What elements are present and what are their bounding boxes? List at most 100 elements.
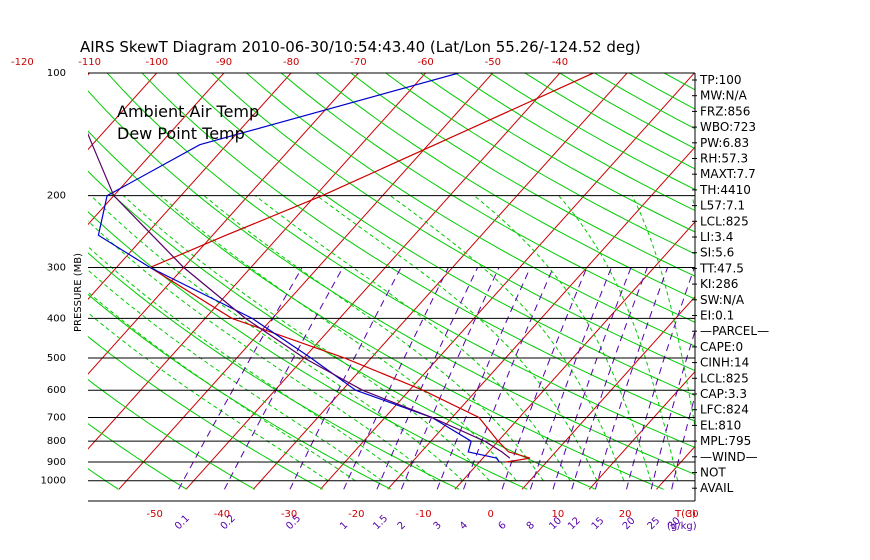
- mixing-ratio-label: 25: [646, 515, 663, 532]
- dry-adiabat-line: [88, 90, 695, 476]
- mixing-ratio-label: 12: [566, 515, 583, 532]
- isotherm-line: [320, 73, 695, 490]
- dry-adiabat-line: [280, 73, 695, 323]
- top-temp-tick-label: -80: [283, 57, 299, 68]
- mixing-ratio-line: [376, 267, 479, 490]
- index-label: KI:286: [700, 277, 738, 291]
- mixing-ratio-line: [463, 267, 554, 490]
- index-label: SI:5.6: [700, 246, 734, 260]
- isotherm-line: [185, 73, 561, 490]
- bottom-temp-tick-label: -50: [147, 509, 163, 520]
- index-label: CAP:3.3: [700, 387, 747, 401]
- index-label: CAPE:0: [700, 340, 743, 354]
- mixing-ratio-line: [178, 267, 303, 490]
- index-label: L57:7.1: [700, 199, 745, 213]
- isotherm-line: [252, 73, 628, 490]
- mixing-ratio-line: [626, 267, 695, 490]
- grid-layer: [0, 54, 870, 490]
- index-label: —PARCEL—: [700, 324, 769, 338]
- legend-temp-label: Ambient Air Temp: [117, 102, 259, 121]
- series-layer: [88, 73, 594, 463]
- mixing-ratio-line: [289, 267, 402, 490]
- bottom-temp-tick-label: -30: [281, 509, 297, 520]
- index-label: LI:3.4: [700, 230, 733, 244]
- pressure-tick-label: 800: [47, 436, 66, 447]
- mixing-ratio-line: [436, 267, 531, 490]
- dry-adiabat-line: [665, 54, 870, 489]
- dry-adiabat-line: [0, 54, 50, 489]
- dry-adiabat-line: [384, 73, 695, 255]
- isotherm-line: [454, 221, 695, 490]
- index-label: TH:4410: [699, 183, 751, 197]
- mixing-ratio-line: [400, 267, 500, 490]
- pressure-tick-label: 500: [47, 353, 66, 364]
- isotherm-line: [521, 295, 695, 490]
- bottom-temp-tick-label: 0: [488, 509, 494, 520]
- dry-adiabat-line: [210, 73, 695, 372]
- isotherm-line: [88, 73, 427, 450]
- dry-adiabat-line: [88, 335, 324, 490]
- temperature-profile: [148, 73, 594, 463]
- dry-adiabat-line: [350, 73, 695, 277]
- moist-adiabat-line: [390, 195, 625, 481]
- dry-adiabat-line: [141, 73, 695, 422]
- mixing-ratio-label: 2: [396, 520, 408, 532]
- mixing-ratio-label: 3: [432, 520, 444, 532]
- dry-adiabat-line: [88, 130, 664, 490]
- index-label: EL:810: [700, 418, 741, 432]
- mixing-ratio-label: 1.5: [371, 513, 390, 532]
- axis-layer: 1002003004005006007008009001000PRESSURE …: [11, 57, 699, 532]
- mixing-ratio-line: [529, 267, 612, 490]
- index-label: CINH:14: [700, 356, 749, 370]
- top-temp-tick-label: -90: [216, 57, 232, 68]
- isotherm-line: [118, 73, 494, 490]
- index-label: LFC:824: [700, 403, 749, 417]
- dry-adiabat-line: [88, 252, 460, 490]
- legend-dew-label: Dew Point Temp: [117, 124, 245, 143]
- index-label: MPL:795: [700, 434, 751, 448]
- dry-adiabat-line: [88, 211, 528, 490]
- mixing-ratio-label: 0.1: [173, 513, 192, 532]
- index-label: RH:57.3: [700, 152, 748, 166]
- mixing-ratio-label: 6: [496, 520, 508, 532]
- index-label: TP:100: [699, 73, 742, 87]
- mixing-ratio-line: [223, 267, 344, 490]
- index-label: NOT: [700, 466, 726, 480]
- dry-adiabat-line: [766, 54, 870, 489]
- top-temp-tick-label: -50: [485, 57, 501, 68]
- moist-adiabat-line: [123, 195, 490, 482]
- bottom-temp-tick-label: -40: [214, 509, 230, 520]
- isotherm-line: [88, 73, 158, 151]
- index-label: FRZ:856: [700, 104, 750, 118]
- moist-adiabat-line: [160, 195, 517, 482]
- mixing-ratio-label: 15: [590, 515, 607, 532]
- isotherm-line: [588, 370, 695, 490]
- bottom-temp-tick-label: -10: [415, 509, 431, 520]
- top-temp-tick-label: -70: [350, 57, 366, 68]
- index-label: TT:47.5: [699, 261, 744, 275]
- pressure-tick-label: 700: [47, 413, 66, 424]
- dry-adiabat-line: [245, 73, 695, 347]
- index-label: EI:0.1: [700, 309, 734, 323]
- top-temp-tick-label: -60: [417, 57, 433, 68]
- bottom-unit-label: T(C): [674, 509, 696, 520]
- dry-adiabat-line: [800, 54, 870, 489]
- index-label: WBO:723: [700, 120, 756, 134]
- dry-adiabat-line: [834, 54, 870, 489]
- moist-adiabat-line: [631, 195, 695, 430]
- bottom-temp-tick-label: 20: [619, 509, 632, 520]
- mixing-ratio-label: 8: [525, 520, 537, 532]
- mixing-ratio-line: [552, 267, 632, 490]
- top-temp-tick-label: -100: [145, 57, 168, 68]
- dry-adiabat-line: [88, 379, 255, 490]
- moist-adiabat-line: [88, 220, 437, 482]
- pressure-tick-label: 200: [47, 191, 66, 202]
- isotherm-line: [88, 73, 359, 375]
- index-label: PW:6.83: [700, 136, 749, 150]
- bottom-temp-tick-label: -20: [348, 509, 364, 520]
- mixing-ratio-line: [571, 267, 648, 490]
- pressure-tick-label: 400: [47, 313, 66, 324]
- dry-adiabat-line: [88, 170, 596, 490]
- mixing-ratio-line: [501, 267, 588, 490]
